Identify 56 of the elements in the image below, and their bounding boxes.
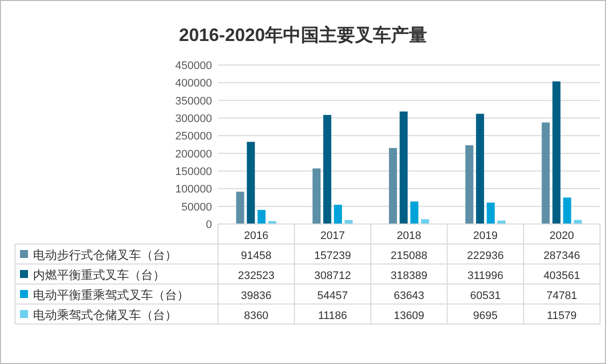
bar bbox=[258, 210, 266, 224]
y-tick-label: 50000 bbox=[181, 201, 212, 214]
data-label: 287346 bbox=[543, 250, 580, 262]
x-tick-label: 2016 bbox=[244, 230, 268, 242]
data-label: 215088 bbox=[390, 250, 428, 262]
data-label: 54457 bbox=[317, 290, 348, 302]
bar bbox=[236, 192, 244, 224]
data-label: 318389 bbox=[390, 270, 428, 282]
y-tick-label: 450000 bbox=[175, 60, 212, 72]
data-label: 232523 bbox=[238, 270, 275, 282]
legend-label: 内燃平衡重式叉车（台） bbox=[33, 268, 165, 282]
bar bbox=[476, 114, 484, 224]
data-label: 13609 bbox=[394, 310, 424, 322]
bar bbox=[563, 198, 572, 224]
bar bbox=[334, 204, 342, 224]
y-tick-label: 400000 bbox=[175, 78, 212, 90]
y-tick-label: 100000 bbox=[175, 184, 212, 196]
data-label: 311996 bbox=[467, 270, 504, 282]
bar bbox=[410, 202, 418, 224]
data-label: 91458 bbox=[240, 250, 272, 262]
data-label: 308712 bbox=[314, 270, 351, 282]
data-label: 9695 bbox=[473, 310, 498, 322]
y-tick-label: 350000 bbox=[175, 95, 212, 108]
bar bbox=[323, 114, 332, 224]
data-label: 403561 bbox=[543, 270, 580, 282]
y-tick-label: 300000 bbox=[175, 113, 212, 125]
data-label: 8360 bbox=[244, 310, 268, 322]
legend-label: 电动乘驾式仓储叉车（台） bbox=[33, 308, 177, 322]
data-label: 157239 bbox=[314, 250, 351, 262]
y-tick-label: 250000 bbox=[175, 130, 212, 143]
data-label: 11579 bbox=[546, 310, 577, 322]
data-label: 60531 bbox=[470, 290, 501, 302]
legend-label: 电动步行式仓储叉车（台） bbox=[33, 248, 177, 262]
x-tick-label: 2019 bbox=[473, 230, 498, 242]
bar bbox=[552, 81, 560, 224]
title: 2016-2020年中国主要叉车产量 bbox=[178, 25, 428, 45]
bar bbox=[486, 202, 495, 224]
bar bbox=[312, 168, 321, 224]
bar bbox=[388, 148, 397, 224]
bar bbox=[246, 142, 255, 224]
x-tick-label: 2020 bbox=[550, 230, 574, 242]
x-tick-label: 2018 bbox=[396, 230, 422, 242]
y-tick-label: 150000 bbox=[175, 166, 212, 178]
bar bbox=[400, 112, 408, 224]
y-tick-label: 200000 bbox=[175, 148, 212, 160]
data-label: 39836 bbox=[240, 290, 272, 302]
bar bbox=[542, 122, 550, 224]
data-label: 74781 bbox=[546, 290, 578, 302]
y-tick-label: 0 bbox=[206, 219, 212, 231]
bar bbox=[465, 145, 474, 224]
data-label: 222936 bbox=[467, 250, 504, 262]
bar bbox=[421, 219, 430, 224]
legend-label: 电动平衡重乘驾式叉车（台） bbox=[33, 288, 189, 302]
x-tick-label: 2017 bbox=[320, 230, 345, 242]
data-label: 63643 bbox=[394, 290, 424, 302]
data-label: 11186 bbox=[318, 310, 348, 322]
